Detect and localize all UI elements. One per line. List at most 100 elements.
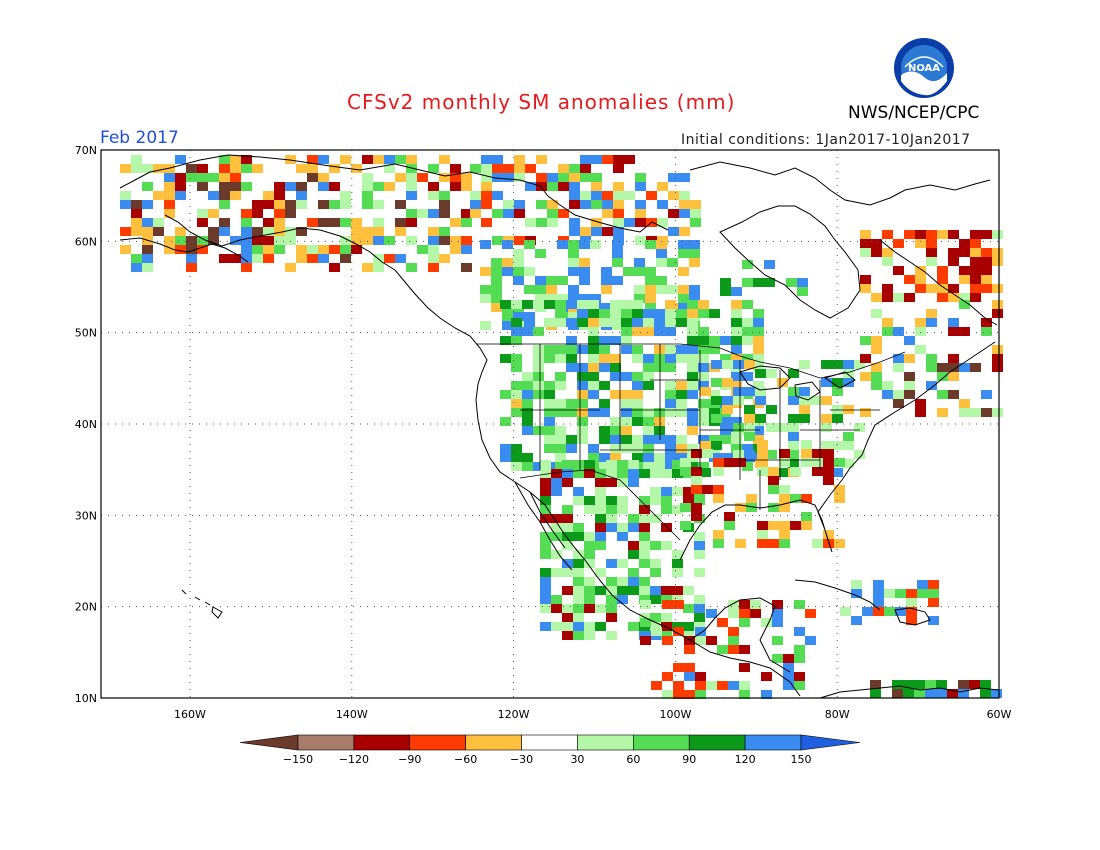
anomaly-cell: [694, 604, 705, 613]
anomaly-cell: [970, 284, 981, 293]
anomaly-cell: [329, 164, 340, 173]
anomaly-cell: [635, 236, 646, 245]
anomaly-cell: [533, 390, 544, 399]
anomaly-cell: [480, 240, 491, 249]
anomaly-cell: [480, 294, 491, 303]
anomaly-cell: [624, 191, 635, 200]
anomaly-cell: [175, 236, 186, 245]
legend-swatch: [688, 734, 746, 751]
anomaly-cell: [577, 426, 588, 435]
anomaly-cell: [511, 408, 522, 417]
anomaly-cell: [948, 390, 959, 399]
anomaly-cell: [843, 432, 854, 441]
anomaly-cell: [503, 164, 514, 173]
anomaly-cell: [683, 586, 694, 595]
anomaly-cell: [731, 309, 742, 318]
anomaly-cell: [871, 336, 882, 345]
lat-label: 30N: [75, 509, 97, 522]
anomaly-cell: [606, 469, 617, 478]
anomaly-cell: [690, 218, 701, 227]
anomaly-cell: [915, 318, 926, 327]
anomaly-cell: [599, 345, 610, 354]
anomaly-cell: [643, 372, 654, 381]
anomaly-cell: [621, 444, 632, 453]
anomaly-cell: [263, 218, 274, 227]
anomaly-cell: [263, 245, 274, 254]
anomaly-cell: [613, 164, 624, 173]
anomaly-cell: [610, 300, 621, 309]
anomaly-cell: [544, 354, 555, 363]
anomaly-cell: [384, 182, 395, 191]
anomaly-cell: [318, 245, 329, 254]
anomaly-cell: [690, 209, 701, 218]
anomaly-cell: [450, 173, 461, 182]
anomaly-cell: [617, 469, 628, 478]
anomaly-cell: [491, 276, 502, 285]
anomaly-cell: [450, 236, 461, 245]
anomaly-cell: [676, 453, 687, 462]
anomaly-cell: [711, 441, 722, 450]
anomaly-cell: [591, 155, 602, 164]
anomaly-cell: [395, 227, 406, 236]
us-canada-border: [476, 343, 906, 379]
anomaly-cell: [406, 263, 417, 272]
anomaly-cell: [733, 396, 744, 405]
anomaly-cell: [606, 631, 617, 640]
anomaly-cell: [832, 441, 843, 450]
anomaly-cell: [577, 408, 588, 417]
legend-label: 30: [570, 753, 584, 766]
anomaly-cell: [450, 164, 461, 173]
anomaly-cell: [834, 539, 845, 548]
anomaly-cell: [450, 218, 461, 227]
anomaly-cell: [351, 245, 362, 254]
anomaly-cell: [522, 399, 533, 408]
anomaly-cell: [384, 254, 395, 263]
anomaly-cell: [569, 200, 580, 209]
anomaly-cell: [662, 600, 673, 609]
anomaly-cell: [621, 399, 632, 408]
anomaly-cell: [702, 485, 713, 494]
anomaly-cell: [329, 218, 340, 227]
anomaly-cell: [610, 390, 621, 399]
anomaly-cell: [175, 245, 186, 254]
anomaly-cell: [351, 218, 362, 227]
legend-label: −30: [510, 753, 533, 766]
anomaly-cell: [915, 275, 926, 284]
anomaly-cell: [643, 417, 654, 426]
anomaly-cell: [480, 285, 491, 294]
anomaly-cell: [801, 521, 812, 530]
anomaly-cell: [406, 218, 417, 227]
anomaly-cell: [882, 293, 893, 302]
anomaly-cell: [524, 240, 535, 249]
anomaly-cell: [676, 399, 687, 408]
anomaly-cells: [120, 155, 1003, 699]
anomaly-cell: [959, 239, 970, 248]
anomaly-cell: [959, 266, 970, 275]
anomaly-cell: [617, 595, 628, 604]
anomaly-cell: [628, 514, 639, 523]
anomaly-cell: [621, 372, 632, 381]
anomaly-cell: [882, 327, 893, 336]
anomaly-cell: [573, 550, 584, 559]
anomaly-cell: [296, 254, 307, 263]
anomaly-cell: [632, 318, 643, 327]
anomaly-cell: [573, 568, 584, 577]
anomaly-cell: [613, 209, 624, 218]
anomaly-cell: [639, 505, 650, 514]
anomaly-cell: [573, 559, 584, 568]
anomaly-cell: [153, 164, 164, 173]
anomaly-cell: [241, 227, 252, 236]
anomaly-cell: [591, 191, 602, 200]
anomaly-cell: [772, 600, 783, 609]
anomaly-cell: [937, 372, 948, 381]
anomaly-cell: [131, 164, 142, 173]
anomaly-cell: [687, 417, 698, 426]
anomaly-cell: [263, 254, 274, 263]
anomaly-cell: [992, 230, 1003, 239]
anomaly-cell: [687, 426, 698, 435]
anomaly-cell: [672, 559, 683, 568]
anomaly-cell: [547, 200, 558, 209]
anomaly-cell: [120, 191, 131, 200]
anomaly-cell: [164, 245, 175, 254]
